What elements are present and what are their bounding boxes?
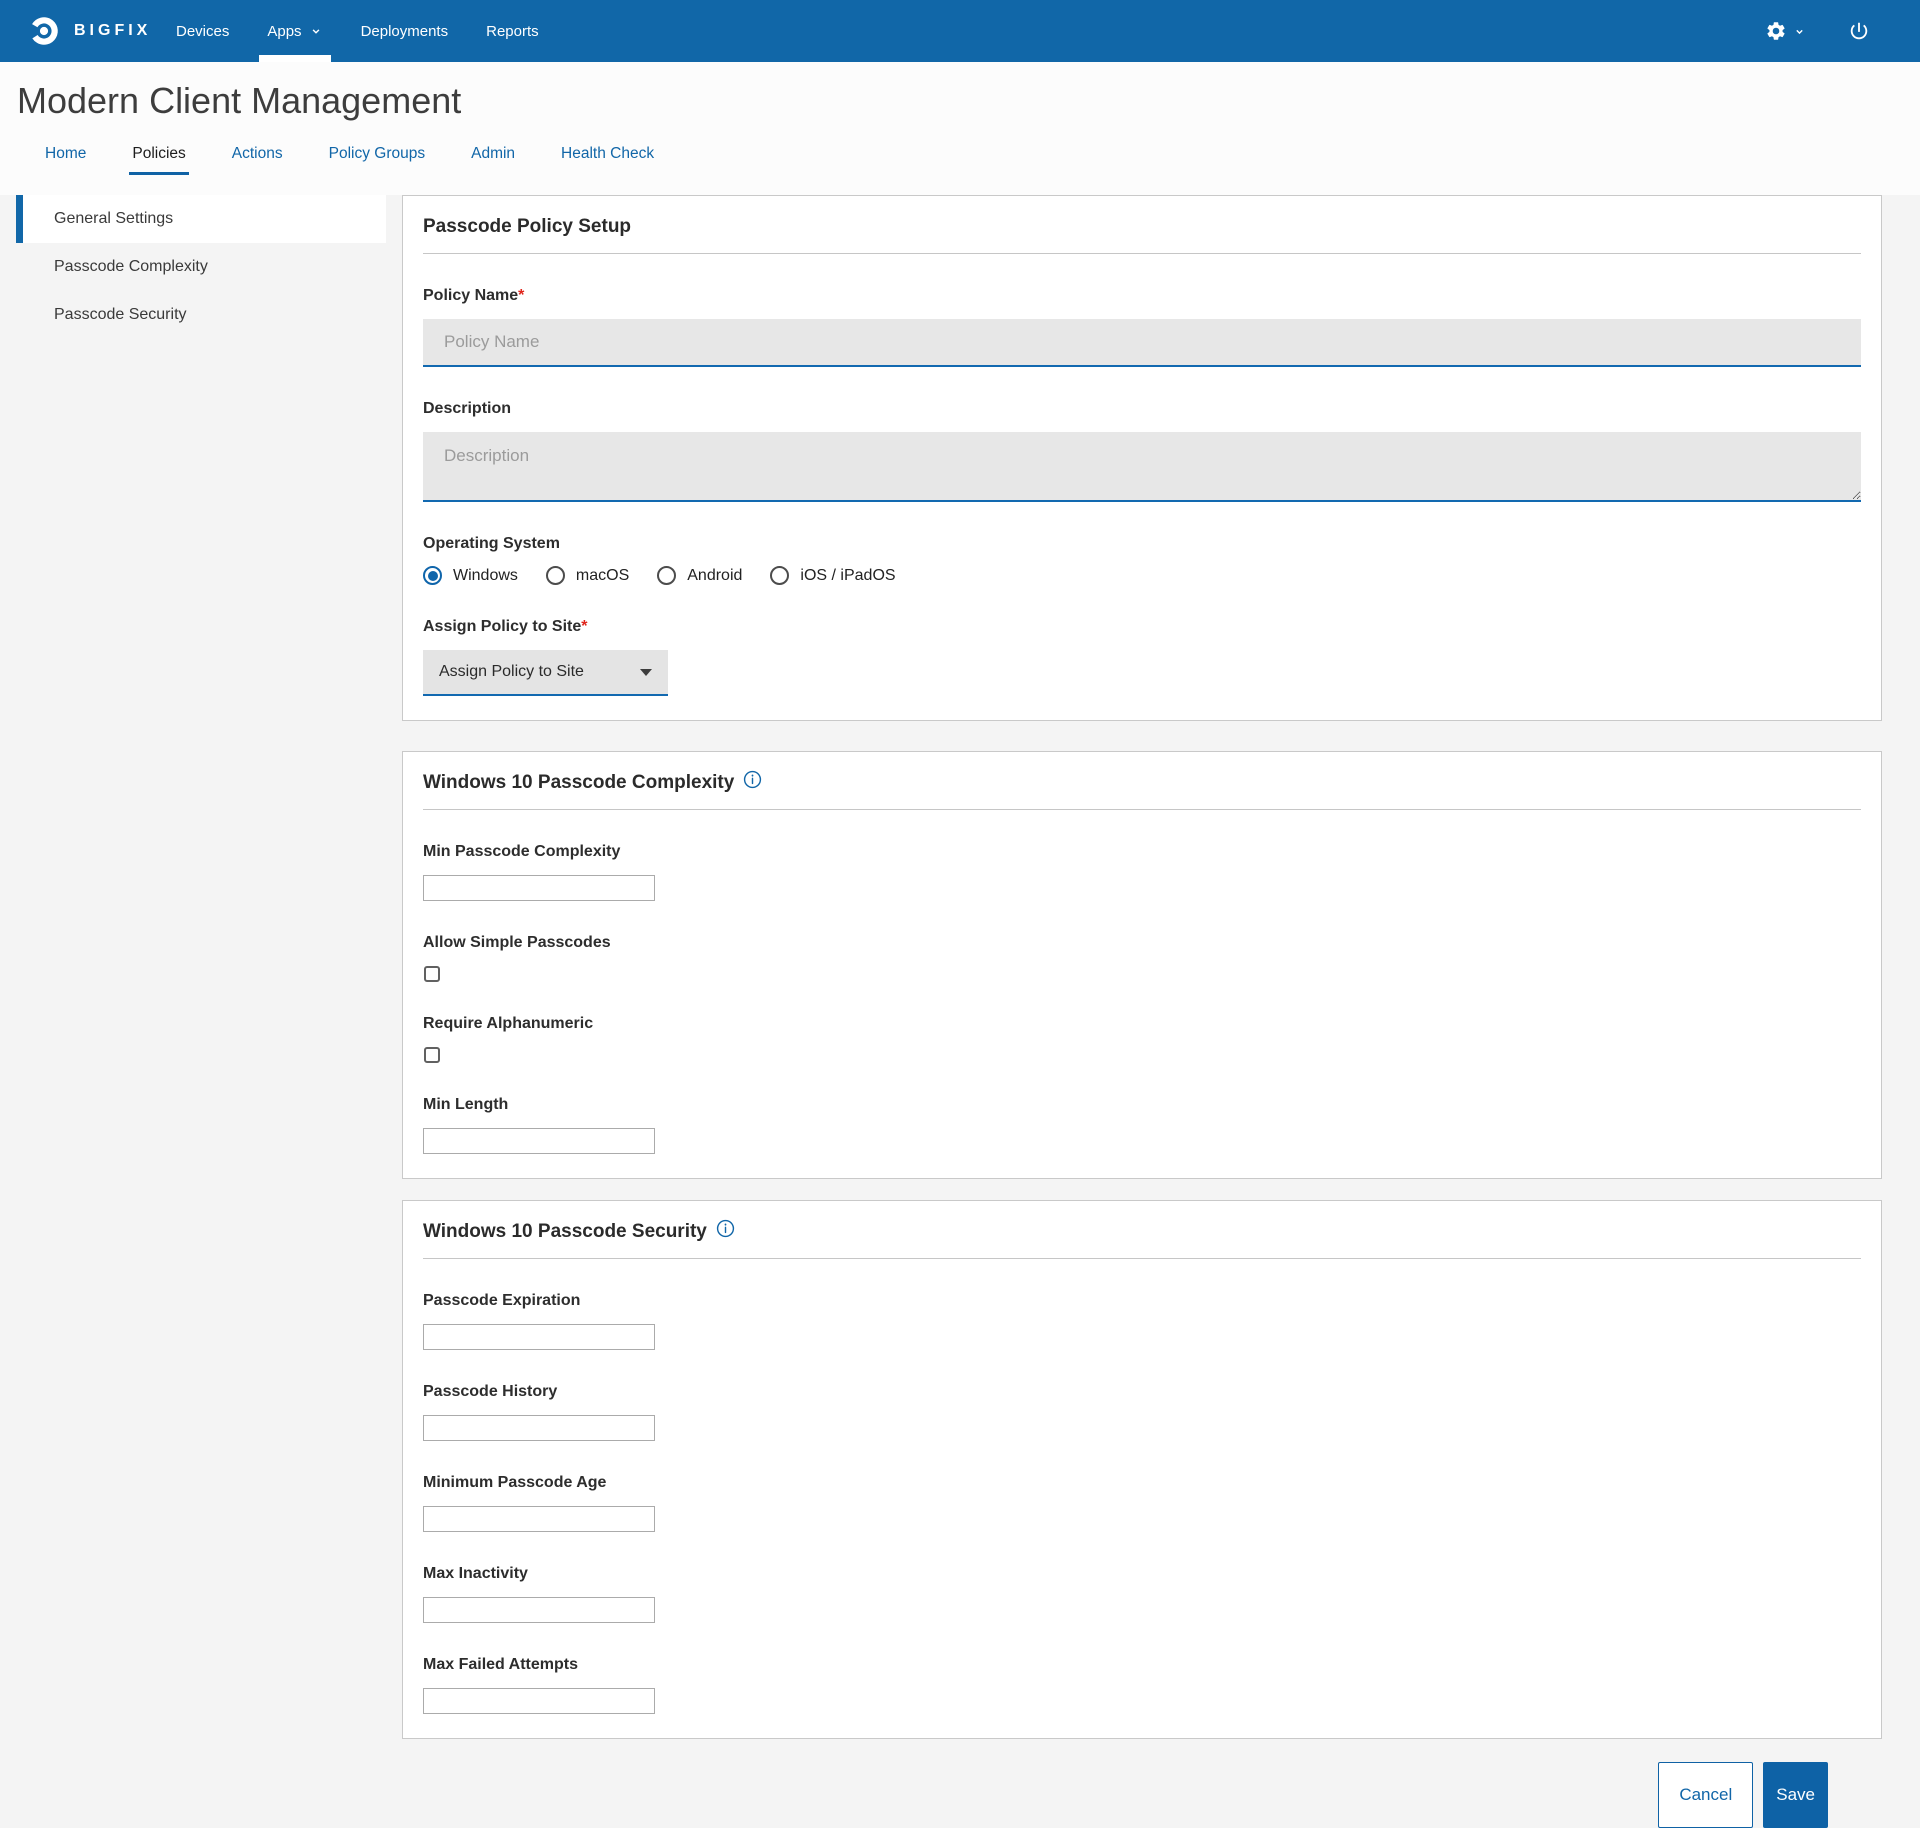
- bigfix-logo-icon: [28, 15, 60, 47]
- tab-actions[interactable]: Actions: [231, 145, 283, 162]
- nav-item-reports[interactable]: Reports: [486, 22, 539, 40]
- save-button[interactable]: Save: [1763, 1762, 1828, 1828]
- radio-macos[interactable]: macOS: [545, 566, 629, 585]
- operating-system-label: Operating System: [423, 535, 560, 552]
- nav-item-deployments[interactable]: Deployments: [360, 22, 449, 40]
- max-inactivity-input[interactable]: [423, 1597, 655, 1623]
- min-passcode-complexity-input[interactable]: [423, 875, 655, 901]
- radio-android[interactable]: Android: [657, 566, 742, 585]
- settings-menu-button[interactable]: [1765, 20, 1806, 42]
- require-alphanumeric-checkbox[interactable]: [424, 1047, 440, 1063]
- divider: [423, 1258, 1861, 1259]
- operating-system-radio-group: Windows macOS Android iOS / iPadOS: [423, 566, 1861, 585]
- passcode-complexity-card: Windows 10 Passcode Complexity Min Passc…: [402, 751, 1882, 1179]
- tab-health-check[interactable]: Health Check: [561, 145, 655, 162]
- page-header: Modern Client Management Home Policies A…: [0, 62, 1920, 195]
- required-asterisk: *: [581, 618, 588, 635]
- radio-ios-ipados[interactable]: iOS / iPadOS: [770, 566, 896, 585]
- power-icon: [1848, 20, 1870, 42]
- logout-button[interactable]: [1848, 20, 1870, 42]
- radio-unselected-icon: [545, 566, 565, 585]
- form-footer: Cancel Save: [402, 1739, 1882, 1828]
- content-area: General Settings Passcode Complexity Pas…: [0, 195, 1920, 1828]
- description-label: Description: [423, 400, 512, 417]
- brand-name: BIGFIX: [74, 22, 152, 39]
- passcode-expiration-label: Passcode Expiration: [423, 1292, 581, 1309]
- passcode-policy-setup-card: Passcode Policy Setup Policy Name* Descr…: [402, 195, 1882, 721]
- form-column: Passcode Policy Setup Policy Name* Descr…: [402, 195, 1882, 1828]
- card-heading: Windows 10 Passcode Security: [423, 1219, 1861, 1243]
- tab-home[interactable]: Home: [45, 145, 87, 162]
- app-tabs: Home Policies Actions Policy Groups Admi…: [22, 136, 1920, 175]
- min-passcode-complexity-label: Min Passcode Complexity: [423, 843, 621, 860]
- description-textarea[interactable]: [423, 432, 1861, 502]
- max-inactivity-label: Max Inactivity: [423, 1565, 528, 1582]
- brand: BIGFIX: [0, 0, 157, 62]
- page-title: Modern Client Management: [17, 80, 462, 121]
- passcode-expiration-input[interactable]: [423, 1324, 655, 1350]
- triangle-down-icon: [640, 668, 652, 676]
- nav-item-devices[interactable]: Devices: [176, 22, 230, 40]
- info-icon[interactable]: [716, 1219, 735, 1238]
- info-icon[interactable]: [743, 770, 762, 789]
- primary-nav: Devices Apps Deployments Reports: [157, 0, 558, 62]
- max-failed-attempts-input[interactable]: [423, 1688, 655, 1714]
- minimum-passcode-age-input[interactable]: [423, 1506, 655, 1532]
- top-navbar: BIGFIX Devices Apps Deployments Reports: [0, 0, 1920, 62]
- chevron-down-icon: [309, 24, 323, 38]
- allow-simple-passcodes-checkbox[interactable]: [424, 966, 440, 982]
- passcode-history-input[interactable]: [423, 1415, 655, 1441]
- min-length-input[interactable]: [423, 1128, 655, 1154]
- minimum-passcode-age-label: Minimum Passcode Age: [423, 1474, 607, 1491]
- assign-policy-to-site-label: Assign Policy to Site*: [423, 618, 588, 635]
- nav-item-apps[interactable]: Apps: [248, 0, 341, 62]
- max-failed-attempts-label: Max Failed Attempts: [423, 1656, 578, 1673]
- card-heading: Passcode Policy Setup: [423, 216, 632, 237]
- gear-icon: [1765, 20, 1787, 42]
- divider: [423, 809, 1861, 810]
- sidebar-item-passcode-complexity[interactable]: Passcode Complexity: [54, 258, 208, 275]
- allow-simple-passcodes-label: Allow Simple Passcodes: [423, 934, 611, 951]
- sidebar-item-general-settings[interactable]: General Settings: [16, 195, 386, 243]
- radio-unselected-icon: [657, 566, 677, 585]
- policy-name-input[interactable]: [423, 319, 1861, 367]
- divider: [423, 253, 1861, 254]
- required-asterisk: *: [518, 287, 525, 304]
- sidebar-item-passcode-security[interactable]: Passcode Security: [54, 306, 187, 323]
- min-length-label: Min Length: [423, 1096, 509, 1113]
- require-alphanumeric-label: Require Alphanumeric: [423, 1015, 594, 1032]
- tab-policy-groups[interactable]: Policy Groups: [328, 145, 426, 162]
- radio-windows[interactable]: Windows: [423, 566, 518, 585]
- tab-policies[interactable]: Policies: [109, 136, 208, 175]
- passcode-security-card: Windows 10 Passcode Security Passcode Ex…: [402, 1200, 1882, 1739]
- radio-unselected-icon: [770, 566, 790, 585]
- policy-sidebar: General Settings Passcode Complexity Pas…: [16, 195, 386, 339]
- passcode-history-label: Passcode History: [423, 1383, 558, 1400]
- cancel-button[interactable]: Cancel: [1658, 1762, 1754, 1828]
- tab-admin[interactable]: Admin: [471, 145, 516, 162]
- chevron-down-icon: [1793, 25, 1806, 38]
- card-heading: Windows 10 Passcode Complexity: [423, 770, 1861, 794]
- navbar-right: [1765, 0, 1920, 62]
- policy-name-label: Policy Name*: [423, 287, 525, 304]
- radio-selected-icon: [423, 566, 442, 585]
- assign-policy-to-site-select[interactable]: Assign Policy to Site: [423, 650, 668, 696]
